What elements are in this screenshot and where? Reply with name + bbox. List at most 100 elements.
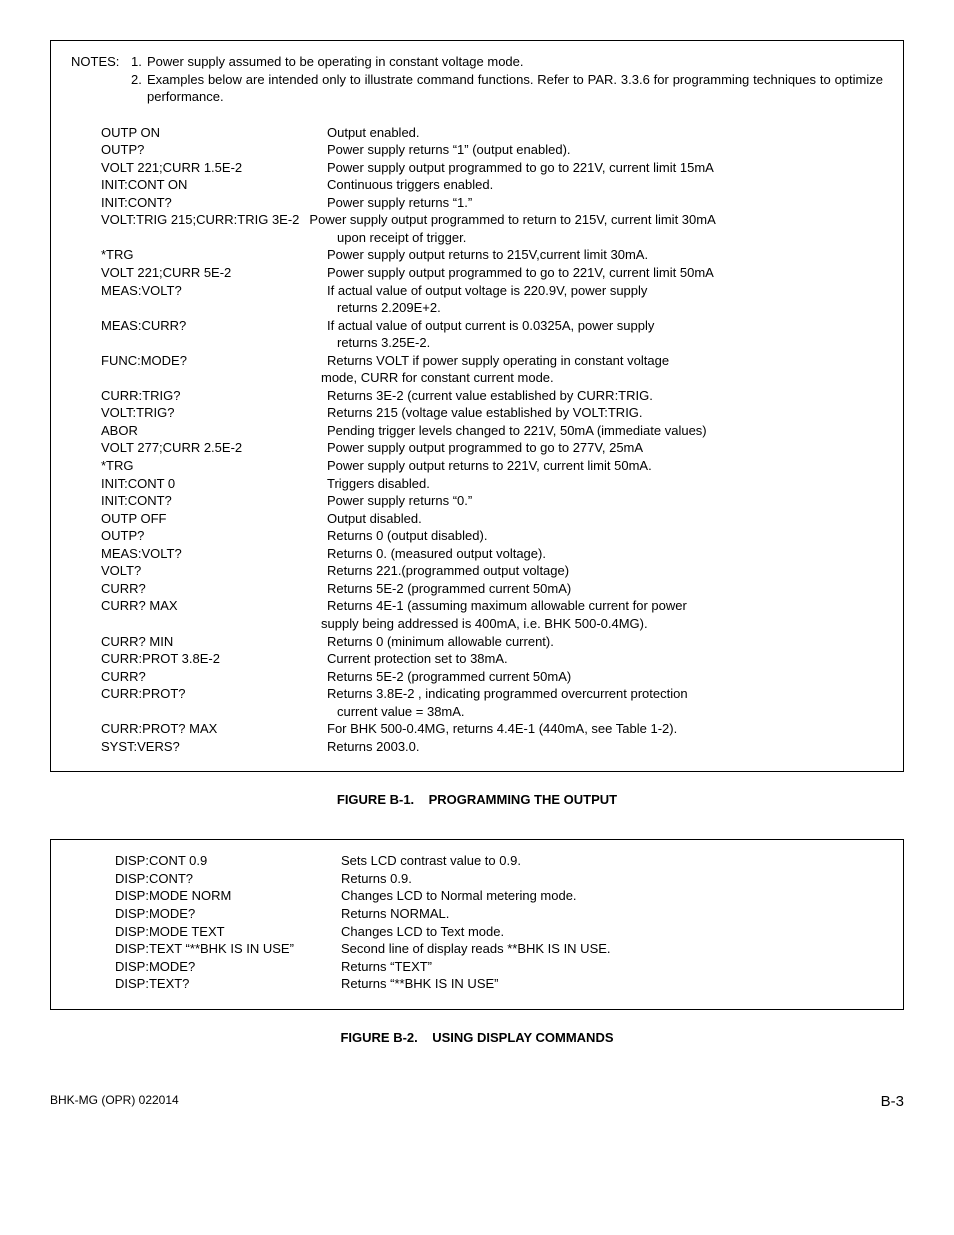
- command-row: OUTP ONOutput enabled.: [101, 124, 883, 142]
- command-description: Continuous triggers enabled.: [327, 176, 883, 194]
- command-text: VOLT 221;CURR 1.5E-2: [101, 159, 327, 177]
- command-text: CURR? MAX: [101, 597, 327, 615]
- command-description-cont: current value = 38mA.: [101, 703, 883, 721]
- command-text: DISP:MODE NORM: [115, 887, 341, 905]
- command-description: Changes LCD to Text mode.: [341, 923, 873, 941]
- command-text: VOLT?: [101, 562, 327, 580]
- command-description: Returns 0.9.: [341, 870, 873, 888]
- command-row: CURR?Returns 5E-2 (programmed current 50…: [101, 668, 883, 686]
- command-row: OUTP?Returns 0 (output disabled).: [101, 527, 883, 545]
- command-row: DISP:MODE?Returns NORMAL.: [115, 905, 873, 923]
- figure-b2-commands: DISP:CONT 0.9Sets LCD contrast value to …: [115, 852, 873, 992]
- command-row: MEAS:VOLT?Returns 0. (measured output vo…: [101, 545, 883, 563]
- command-row: INIT:CONT?Power supply returns “0.”: [101, 492, 883, 510]
- command-text: CURR:PROT? MAX: [101, 720, 327, 738]
- command-description: Power supply output returns to 215V,curr…: [327, 246, 883, 264]
- command-row: DISP:TEXT?Returns “**BHK IS IN USE”: [115, 975, 873, 993]
- command-row: VOLT 277;CURR 2.5E-2Power supply output …: [101, 439, 883, 457]
- command-description-cont: returns 3.25E-2.: [101, 334, 883, 352]
- command-description: Returns 5E-2 (programmed current 50mA): [327, 668, 883, 686]
- command-row: OUTP?Power supply returns “1” (output en…: [101, 141, 883, 159]
- command-text: CURR?: [101, 668, 327, 686]
- command-row: VOLT?Returns 221.(programmed output volt…: [101, 562, 883, 580]
- command-text: CURR:PROT?: [101, 685, 327, 703]
- command-text: OUTP ON: [101, 124, 327, 142]
- command-description: Changes LCD to Normal metering mode.: [341, 887, 873, 905]
- command-description: Returns “TEXT”: [341, 958, 873, 976]
- notes-section: NOTES: 1.Power supply assumed to be oper…: [71, 53, 883, 106]
- command-text: CURR:PROT 3.8E-2: [101, 650, 327, 668]
- command-description: Returns 0 (minimum allowable current).: [327, 633, 883, 651]
- command-description: Power supply returns “1.”: [327, 194, 883, 212]
- command-text: INIT:CONT 0: [101, 475, 327, 493]
- command-description: Returns 3.8E-2 , indicating programmed o…: [327, 685, 883, 703]
- command-text: FUNC:MODE?: [101, 352, 327, 370]
- command-text: CURR? MIN: [101, 633, 327, 651]
- command-text: OUTP OFF: [101, 510, 327, 528]
- command-text: VOLT:TRIG 215;CURR:TRIG 3E-2: [101, 211, 305, 229]
- command-description-cont: upon receipt of trigger.: [101, 229, 883, 247]
- command-row: CURR? MAXReturns 4E-1 (assuming maximum …: [101, 597, 883, 615]
- command-description-cont: mode, CURR for constant current mode.: [101, 369, 883, 387]
- command-description: Sets LCD contrast value to 0.9.: [341, 852, 873, 870]
- command-description: Output disabled.: [327, 510, 883, 528]
- note-text: Examples below are intended only to illu…: [147, 71, 883, 106]
- command-text: INIT:CONT?: [101, 492, 327, 510]
- command-row: SYST:VERS?Returns 2003.0.: [101, 738, 883, 756]
- command-text: INIT:CONT?: [101, 194, 327, 212]
- footer-right: B-3: [881, 1093, 904, 1110]
- command-description: If actual value of output current is 0.0…: [327, 317, 883, 335]
- figure-b2-box: DISP:CONT 0.9Sets LCD contrast value to …: [50, 839, 904, 1009]
- command-row: DISP:MODE?Returns “TEXT”: [115, 958, 873, 976]
- command-description: Power supply output programmed to go to …: [327, 264, 883, 282]
- command-row: INIT:CONT 0Triggers disabled.: [101, 475, 883, 493]
- command-text: VOLT:TRIG?: [101, 404, 327, 422]
- command-row: VOLT 221;CURR 5E-2Power supply output pr…: [101, 264, 883, 282]
- command-text: VOLT 221;CURR 5E-2: [101, 264, 327, 282]
- command-text: DISP:CONT 0.9: [115, 852, 341, 870]
- note-number: 2.: [131, 71, 147, 106]
- command-description: If actual value of output voltage is 220…: [327, 282, 883, 300]
- command-description: Returns 0 (output disabled).: [327, 527, 883, 545]
- note-number: 1.: [131, 53, 147, 71]
- command-description: Current protection set to 38mA.: [327, 650, 883, 668]
- notes-label: NOTES:: [71, 53, 131, 106]
- command-row: VOLT:TRIG?Returns 215 (voltage value est…: [101, 404, 883, 422]
- command-row: CURR:PROT 3.8E-2Current protection set t…: [101, 650, 883, 668]
- command-row: FUNC:MODE?Returns VOLT if power supply o…: [101, 352, 883, 370]
- command-description-cont: supply being addressed is 400mA, i.e. BH…: [101, 615, 883, 633]
- command-text: CURR?: [101, 580, 327, 598]
- figure-b1-box: NOTES: 1.Power supply assumed to be oper…: [50, 40, 904, 772]
- command-description: Power supply returns “1” (output enabled…: [327, 141, 883, 159]
- command-description: Returns 2003.0.: [327, 738, 883, 756]
- command-description: Returns 4E-1 (assuming maximum allowable…: [327, 597, 883, 615]
- command-description: Triggers disabled.: [327, 475, 883, 493]
- figure-b1-caption: FIGURE B-1. PROGRAMMING THE OUTPUT: [50, 792, 904, 807]
- command-description: Returns VOLT if power supply operating i…: [327, 352, 883, 370]
- command-row: DISP:CONT?Returns 0.9.: [115, 870, 873, 888]
- command-description: Second line of display reads **BHK IS IN…: [341, 940, 873, 958]
- command-description: Power supply returns “0.”: [327, 492, 883, 510]
- command-description: Returns 215 (voltage value established b…: [327, 404, 883, 422]
- command-text: MEAS:VOLT?: [101, 282, 327, 300]
- command-text: *TRG: [101, 457, 327, 475]
- command-row: DISP:MODE TEXTChanges LCD to Text mode.: [115, 923, 873, 941]
- footer-left: BHK-MG (OPR) 022014: [50, 1093, 179, 1110]
- command-row: CURR:PROT? MAXFor BHK 500-0.4MG, returns…: [101, 720, 883, 738]
- note-item: 1.Power supply assumed to be operating i…: [131, 53, 883, 71]
- command-description: Returns 3E-2 (current value established …: [327, 387, 883, 405]
- figure-b1-commands: OUTP ONOutput enabled.OUTP?Power supply …: [71, 124, 883, 756]
- command-row: CURR?Returns 5E-2 (programmed current 50…: [101, 580, 883, 598]
- command-row: CURR? MINReturns 0 (minimum allowable cu…: [101, 633, 883, 651]
- command-row: DISP:TEXT “**BHK IS IN USE”Second line o…: [115, 940, 873, 958]
- command-text: MEAS:CURR?: [101, 317, 327, 335]
- command-text: MEAS:VOLT?: [101, 545, 327, 563]
- command-text: SYST:VERS?: [101, 738, 327, 756]
- command-text: DISP:CONT?: [115, 870, 341, 888]
- command-description: For BHK 500-0.4MG, returns 4.4E-1 (440mA…: [327, 720, 883, 738]
- command-description: Returns “**BHK IS IN USE”: [341, 975, 873, 993]
- command-description-cont: returns 2.209E+2.: [101, 299, 883, 317]
- command-text: INIT:CONT ON: [101, 176, 327, 194]
- command-description: Power supply output programmed to return…: [305, 211, 715, 229]
- command-description: Returns NORMAL.: [341, 905, 873, 923]
